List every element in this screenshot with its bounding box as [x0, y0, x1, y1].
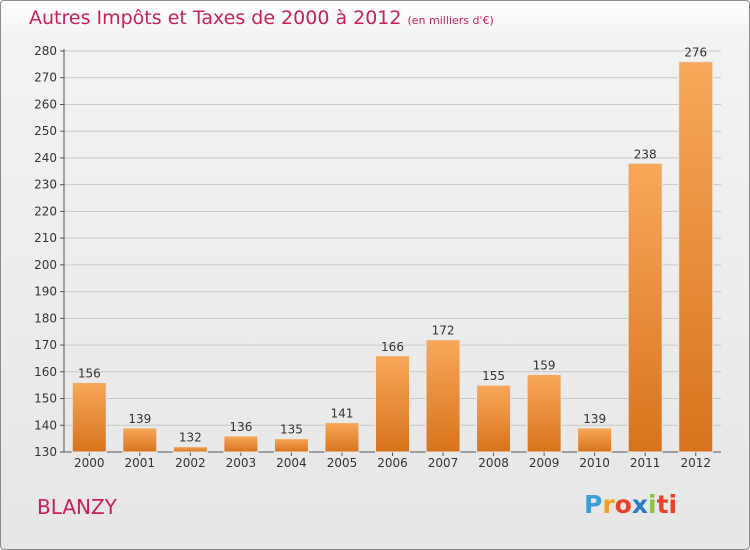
x-tick-label: 2002 — [175, 456, 206, 470]
y-tick-label: 170 — [34, 338, 57, 352]
y-tick-label: 140 — [34, 418, 57, 432]
bar — [375, 355, 410, 453]
data-label: 156 — [78, 366, 101, 380]
y-tick-label: 150 — [34, 392, 57, 406]
logo-letter: ti — [656, 490, 678, 519]
x-tick-label: 2008 — [478, 456, 509, 470]
data-label: 238 — [634, 147, 657, 161]
bar — [627, 162, 663, 453]
data-label: 141 — [331, 407, 354, 421]
x-tick-label: 2012 — [680, 456, 711, 470]
title-line: Autres Impôts et Taxes de 2000 à 2012 (en… — [29, 7, 494, 29]
bar — [71, 381, 107, 453]
y-tick-label: 160 — [34, 365, 57, 379]
x-tick-label: 2004 — [276, 456, 307, 470]
bar — [476, 384, 512, 453]
logo-letter: P — [584, 490, 603, 519]
data-label: 155 — [482, 369, 505, 383]
y-tick-label: 180 — [34, 311, 57, 325]
y-tick-label: 250 — [34, 124, 57, 138]
place-name: BLANZY — [37, 495, 117, 519]
labels: 130 140 150 160 170 180 190 200 210 220 230 240 250 2… — [34, 44, 711, 470]
x-tick-label: 2006 — [377, 456, 408, 470]
y-tick-label: 130 — [34, 445, 57, 459]
data-label: 136 — [229, 420, 252, 434]
bar — [223, 435, 259, 453]
logo-letter: o — [614, 490, 632, 519]
y-tick-label: 270 — [34, 71, 57, 85]
data-label: 166 — [381, 340, 404, 354]
bar — [172, 446, 208, 453]
y-tick-label: 210 — [34, 231, 57, 245]
logo-letter: r — [602, 490, 615, 519]
bar — [425, 339, 461, 453]
chart-unit: (en milliers d'€) — [407, 14, 494, 27]
y-tick-label: 190 — [34, 285, 57, 299]
logo-letter: i — [648, 490, 657, 519]
y-tick-label: 260 — [34, 97, 57, 111]
bar — [577, 427, 613, 453]
data-label: 139 — [128, 412, 151, 426]
x-tick-label: 2009 — [529, 456, 560, 470]
x-tick-label: 2001 — [125, 456, 156, 470]
data-label: 159 — [533, 358, 556, 372]
grid-lines — [64, 50, 721, 453]
bar — [678, 61, 714, 453]
x-tick-label: 2011 — [630, 456, 661, 470]
y-tick-label: 220 — [34, 204, 57, 218]
bars — [71, 61, 714, 453]
logo-letter: x — [631, 490, 648, 519]
data-label: 172 — [432, 324, 455, 338]
x-tick-label: 2007 — [428, 456, 459, 470]
y-tick-label: 280 — [34, 44, 57, 58]
data-label: 276 — [684, 46, 707, 60]
bar — [122, 427, 158, 453]
data-label: 132 — [179, 431, 202, 445]
data-label: 139 — [583, 412, 606, 426]
data-label: 135 — [280, 423, 303, 437]
x-tick-label: 2003 — [226, 456, 257, 470]
y-tick-label: 240 — [34, 151, 57, 165]
bar — [324, 422, 360, 453]
proxiti-logo[interactable]: Proxiti — [584, 490, 677, 519]
bar — [526, 373, 562, 453]
bar — [273, 438, 309, 453]
x-tick-label: 2005 — [327, 456, 358, 470]
x-tick-label: 2000 — [74, 456, 105, 470]
chart-title: Autres Impôts et Taxes de 2000 à 2012 — [29, 7, 402, 29]
y-tick-label: 200 — [34, 258, 57, 272]
x-tick-label: 2010 — [579, 456, 610, 470]
y-tick-label: 230 — [34, 178, 57, 192]
